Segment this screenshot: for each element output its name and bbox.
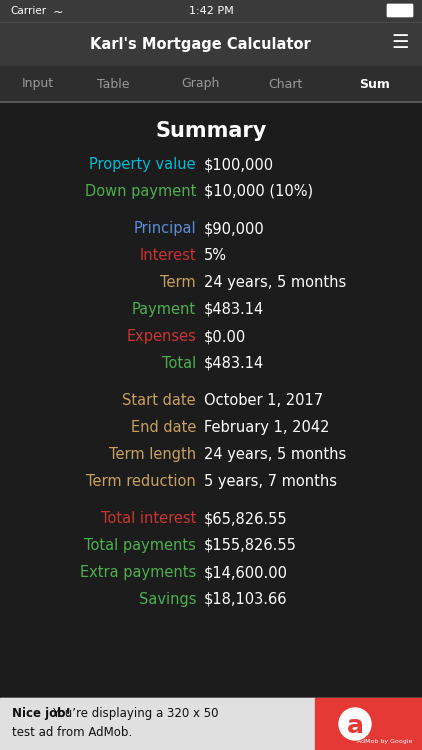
FancyBboxPatch shape — [387, 4, 412, 16]
Text: Term length: Term length — [109, 447, 196, 462]
Text: $0.00: $0.00 — [204, 329, 246, 344]
Text: $65,826.55: $65,826.55 — [204, 511, 288, 526]
Bar — [0, 0, 422, 22]
Text: Extra payments: Extra payments — [80, 565, 196, 580]
Text: $90,000: $90,000 — [204, 221, 265, 236]
Text: Summary: Summary — [155, 121, 267, 141]
Text: 24 years, 5 months: 24 years, 5 months — [204, 447, 346, 462]
Circle shape — [339, 708, 371, 740]
Text: Nice job!: Nice job! — [12, 707, 71, 721]
Text: Start date: Start date — [122, 393, 196, 408]
Text: Table: Table — [97, 77, 129, 91]
Bar — [0, 66, 422, 102]
Text: $483.14: $483.14 — [204, 356, 264, 371]
Text: Sum: Sum — [360, 77, 390, 91]
Bar — [0, 103, 422, 698]
Text: 5 years, 7 months: 5 years, 7 months — [204, 474, 337, 489]
Text: Down payment: Down payment — [85, 184, 196, 199]
Text: Savings: Savings — [138, 592, 196, 607]
Text: 24 years, 5 months: 24 years, 5 months — [204, 275, 346, 290]
Bar — [0, 698, 315, 750]
Text: Chart: Chart — [268, 77, 302, 91]
Text: October 1, 2017: October 1, 2017 — [204, 393, 323, 408]
Text: Input: Input — [22, 77, 54, 91]
Bar — [0, 698, 422, 750]
Text: $100,000: $100,000 — [204, 157, 274, 172]
Text: Total payments: Total payments — [84, 538, 196, 553]
Text: test ad from AdMob.: test ad from AdMob. — [12, 727, 132, 740]
Text: $483.14: $483.14 — [204, 302, 264, 317]
Text: Term reduction: Term reduction — [86, 474, 196, 489]
Text: a: a — [346, 714, 363, 738]
Text: February 1, 2042: February 1, 2042 — [204, 420, 330, 435]
Text: ~: ~ — [53, 5, 63, 19]
Text: Payment: Payment — [132, 302, 196, 317]
Text: ☰: ☰ — [391, 34, 409, 53]
Text: Principal: Principal — [133, 221, 196, 236]
Text: Term: Term — [160, 275, 196, 290]
Text: End date: End date — [131, 420, 196, 435]
Text: Interest: Interest — [139, 248, 196, 263]
Text: $155,826.55: $155,826.55 — [204, 538, 297, 553]
Text: Carrier: Carrier — [10, 6, 46, 16]
Text: Expenses: Expenses — [126, 329, 196, 344]
Text: Karl's Mortgage Calculator: Karl's Mortgage Calculator — [89, 37, 310, 52]
Bar — [315, 698, 422, 750]
Text: $18,103.66: $18,103.66 — [204, 592, 287, 607]
Text: 5%: 5% — [204, 248, 227, 263]
Text: You’re displaying a 320 x 50: You’re displaying a 320 x 50 — [52, 707, 219, 721]
Text: $10,000 (10%): $10,000 (10%) — [204, 184, 313, 199]
Bar — [0, 22, 422, 66]
Text: $14,600.00: $14,600.00 — [204, 565, 288, 580]
Text: Total: Total — [162, 356, 196, 371]
Text: 1:42 PM: 1:42 PM — [189, 6, 233, 16]
Text: AdMob by Google: AdMob by Google — [357, 740, 413, 745]
Text: Property value: Property value — [89, 157, 196, 172]
Text: Total interest: Total interest — [100, 511, 196, 526]
Text: Graph: Graph — [181, 77, 219, 91]
